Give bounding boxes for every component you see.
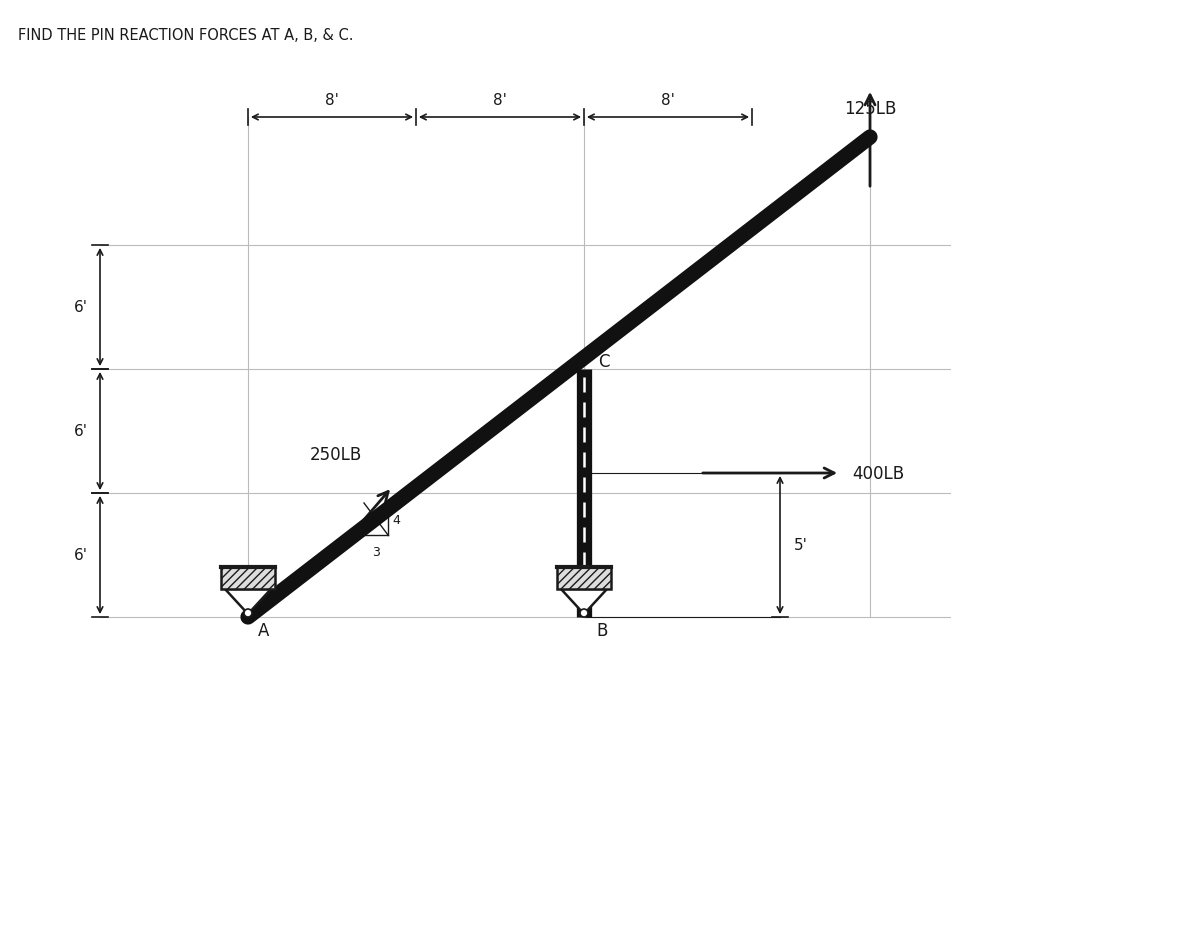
Text: 250LB: 250LB bbox=[310, 446, 362, 464]
Circle shape bbox=[580, 609, 588, 617]
Bar bbox=[221, 567, 275, 589]
Text: 8': 8' bbox=[325, 93, 338, 108]
Text: 8': 8' bbox=[661, 93, 674, 108]
Text: 400LB: 400LB bbox=[852, 465, 904, 483]
Text: A: A bbox=[258, 622, 269, 640]
Text: 3: 3 bbox=[372, 545, 380, 559]
Bar bbox=[557, 567, 611, 589]
Text: 5': 5' bbox=[794, 538, 808, 553]
Text: 6': 6' bbox=[74, 548, 88, 563]
Text: FIND THE PIN REACTION FORCES AT A, B, & C.: FIND THE PIN REACTION FORCES AT A, B, & … bbox=[18, 28, 354, 43]
Text: C: C bbox=[598, 352, 610, 370]
Text: 125LB: 125LB bbox=[844, 100, 896, 118]
Text: B: B bbox=[596, 622, 607, 640]
Polygon shape bbox=[562, 589, 607, 614]
Text: 8': 8' bbox=[493, 93, 506, 108]
Circle shape bbox=[244, 609, 252, 617]
Text: 4: 4 bbox=[392, 513, 400, 526]
Text: 6': 6' bbox=[74, 300, 88, 315]
Polygon shape bbox=[226, 589, 271, 614]
Text: 6': 6' bbox=[74, 424, 88, 439]
